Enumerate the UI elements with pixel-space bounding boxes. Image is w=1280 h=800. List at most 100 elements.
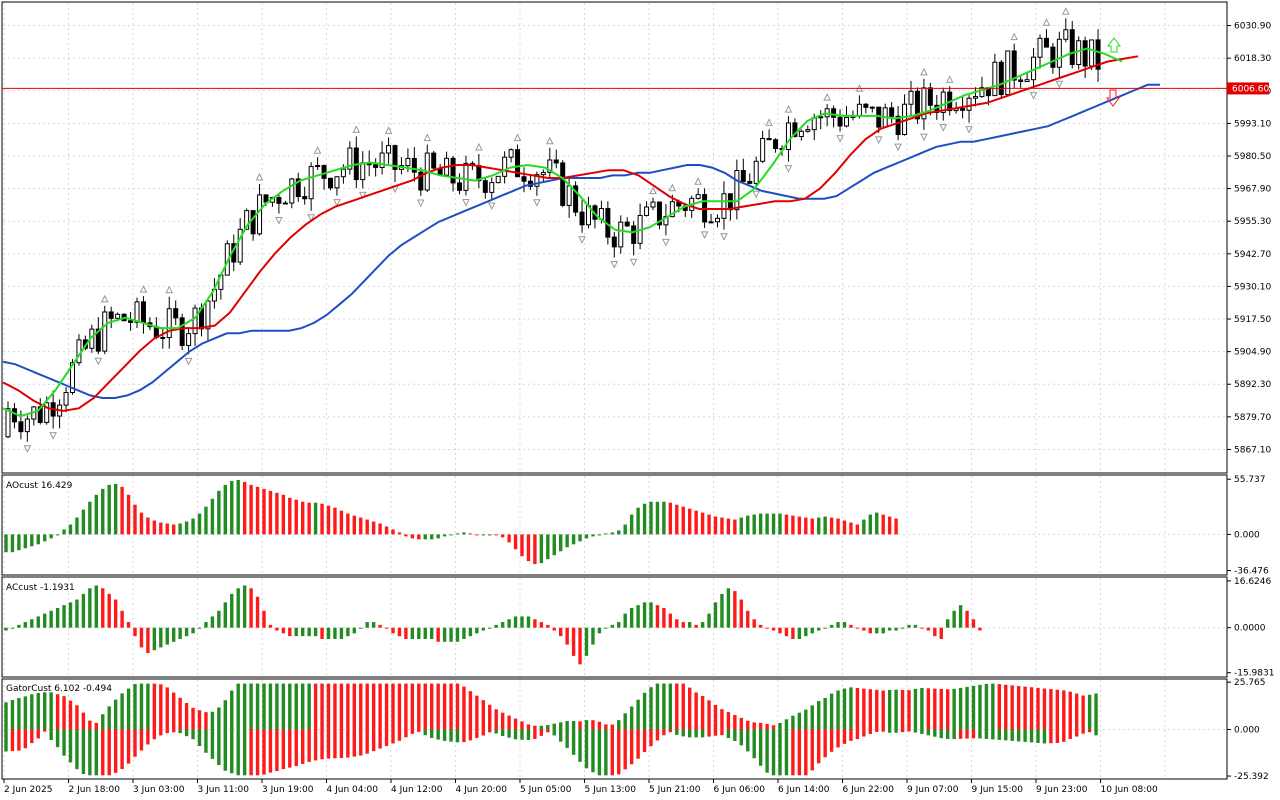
x-axis-label: 5 Jun 21:00 [649, 785, 701, 795]
histogram-bar-down [159, 522, 163, 535]
gator-bar-lower [43, 729, 47, 732]
candle-bull [289, 178, 295, 204]
histogram-bar-down [778, 627, 782, 634]
histogram-bar-up [178, 523, 182, 535]
histogram-bar-down [101, 588, 105, 628]
candle-bear [521, 176, 527, 182]
gator-bar-upper [17, 698, 21, 730]
gator-bar-upper [365, 683, 369, 730]
price-chart-pane: 6030.906018.306005.705993.105980.505967.… [1, 1, 1271, 474]
gator-bar-upper [204, 712, 208, 730]
gator-bar-lower [139, 729, 144, 751]
candle-bull [237, 228, 243, 263]
gator-bar-upper [230, 690, 234, 730]
y-axis-label: 0.000 [1234, 725, 1260, 735]
histogram-bar-down [971, 619, 976, 628]
histogram-bar-up [75, 517, 79, 535]
gator-bar-lower [991, 729, 995, 740]
fractal-down-marker [720, 233, 728, 241]
candle-bull [495, 175, 501, 184]
candle-bear [18, 421, 24, 433]
gator-bar-upper [862, 688, 866, 730]
histogram-bar-down [275, 492, 279, 535]
gator-bar-upper [404, 683, 408, 730]
gator-bar-upper [733, 715, 737, 730]
histogram-bar-up [242, 585, 247, 628]
histogram-bar-down [675, 504, 679, 535]
gator-bar-upper [894, 689, 898, 730]
histogram-bar-up [62, 529, 66, 535]
gator-bar-upper [1016, 685, 1021, 730]
histogram-bar-up [88, 588, 92, 628]
fractal-down-marker [784, 165, 793, 173]
gator-bar-lower [126, 729, 131, 764]
gator-bar-upper [855, 687, 860, 730]
gator-bar-upper [829, 693, 834, 730]
histogram-bar-up [49, 610, 53, 628]
candle-bull [386, 145, 392, 154]
gator-bar-upper [520, 721, 524, 730]
candle-bear [863, 103, 869, 108]
gator-bar-lower [720, 729, 724, 736]
candle-bear [321, 164, 327, 179]
histogram-bar-up [10, 627, 15, 629]
histogram-bar-up [339, 627, 344, 639]
gator-bar-lower [68, 729, 73, 763]
histogram-bar-down [333, 507, 337, 535]
gator-bar-upper [481, 700, 485, 730]
histogram-bar-up [907, 624, 911, 628]
gator-bar-lower [758, 729, 763, 766]
gator-bar-upper [462, 686, 466, 730]
histogram-bar-up [610, 624, 614, 628]
histogram-bar-down [384, 526, 389, 535]
histogram-bar-up [75, 599, 79, 628]
gator-bar-lower [462, 729, 466, 743]
gator-bar-upper [752, 722, 756, 730]
gator-bar-upper [642, 692, 647, 730]
gator-bar-lower [307, 729, 311, 762]
gator-bar-upper [965, 686, 969, 730]
gator-bar-lower [468, 729, 473, 741]
candle-bull [463, 162, 469, 191]
gator-bar-upper [475, 695, 479, 730]
candle-bear [250, 210, 256, 235]
histogram-bar-down [739, 599, 743, 628]
histogram-bar-down [920, 627, 924, 629]
gator-bar-upper [610, 724, 614, 730]
y-axis-label: 5917.50 [1234, 315, 1271, 325]
candle-bear [631, 225, 637, 244]
gator-bar-lower [791, 729, 795, 776]
x-axis-label: 2 Jun 2025 [4, 785, 52, 795]
gator-bar-lower [75, 729, 79, 770]
x-axis-label: 9 Jun 23:00 [1036, 785, 1088, 795]
gator-bar-upper [223, 700, 227, 730]
gator-bar-lower [249, 729, 253, 776]
histogram-bar-down [320, 503, 324, 535]
gator-bar-lower [152, 729, 157, 740]
gator-bar-lower [675, 729, 679, 735]
gator-bar-upper [565, 721, 569, 730]
gator-bar-lower [204, 729, 208, 753]
gator-bar-upper [1068, 691, 1072, 730]
gator-bar-lower [371, 729, 376, 752]
histogram-bar-down [152, 520, 157, 535]
histogram-bar-up [101, 488, 105, 535]
gator-bar-lower [1049, 729, 1053, 744]
histogram-bar-up [539, 534, 544, 564]
histogram-bar-up [623, 524, 627, 535]
candle-bull [566, 185, 572, 206]
histogram-bar-down [165, 523, 169, 535]
gator-bar-lower [1010, 729, 1014, 741]
histogram-bar-up [152, 627, 157, 651]
histogram-bar-down [939, 627, 943, 639]
histogram-bar-down [700, 512, 705, 535]
x-axis-label: 5 Jun 05:00 [520, 785, 572, 795]
gator-bar-upper [101, 714, 105, 730]
gator-bar-lower [771, 729, 776, 776]
gator-bar-lower [449, 729, 453, 742]
gator-bar-upper [352, 683, 356, 730]
candle-bull [798, 130, 804, 137]
candle-bull [44, 402, 50, 423]
gator-bar-lower [1075, 729, 1079, 737]
histogram-bar-up [55, 534, 60, 536]
